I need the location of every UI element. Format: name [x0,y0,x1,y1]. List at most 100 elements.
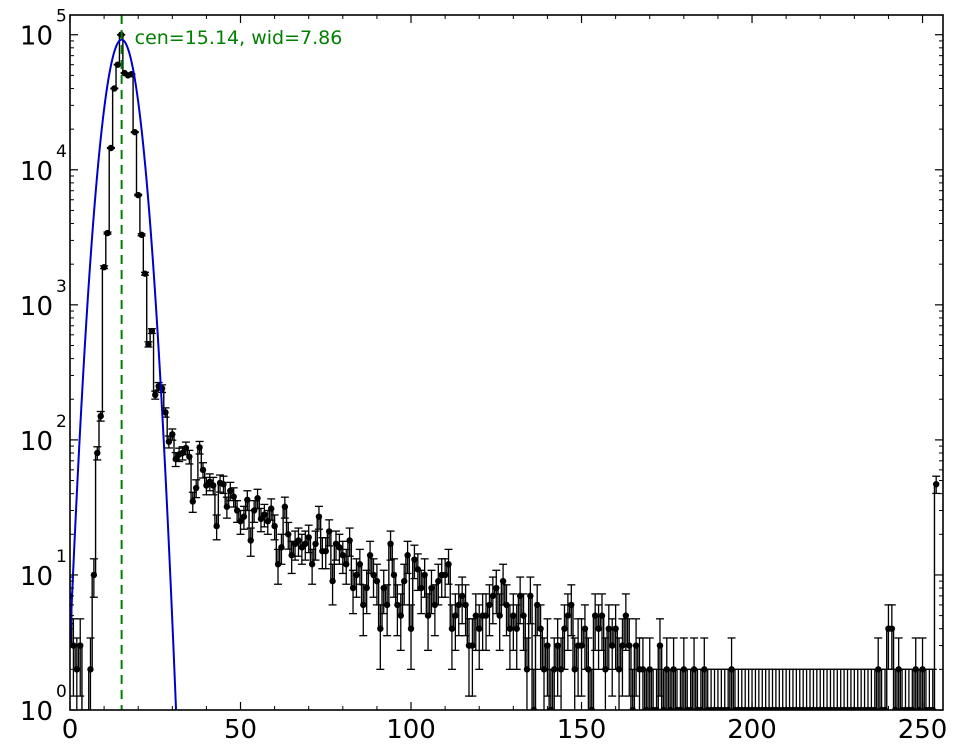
data-point [476,625,483,632]
data-point [312,540,319,548]
data-point [288,552,295,559]
data-point [366,552,374,559]
data-layer [70,15,941,710]
data-point [278,544,285,551]
data-point [626,642,633,649]
gaussian-fit-curve [70,38,178,710]
data-point [182,444,190,452]
data-point [605,625,613,632]
y-tick-label-exponent: 4 [56,142,67,162]
data-point [107,144,115,152]
data-point [591,612,599,619]
data-point [135,191,142,199]
data-point [240,513,248,520]
data-point [564,612,572,619]
fit-annotation: cen=15.14, wid=7.86 [135,27,343,49]
data-point [261,511,268,518]
data-point [281,503,289,510]
data-point [230,493,237,500]
data-point [390,571,398,579]
data-point [189,498,196,505]
data-point [510,612,517,619]
data-point [383,601,391,609]
y-tick-label-base: 10 [20,292,53,322]
data-point [551,666,558,673]
data-point [888,625,896,632]
data-point [544,642,551,649]
data-point [196,444,203,451]
y-tick-label-exponent: 1 [56,547,67,567]
data-point [598,612,606,619]
x-tick-label: 100 [386,715,436,745]
data-point [472,612,480,619]
x-tick-label: 0 [62,715,79,745]
data-point [302,540,309,548]
data-point [339,552,347,559]
data-point [325,528,333,535]
x-tick-label: 150 [557,715,607,745]
y-tick-label-base: 10 [20,427,53,457]
y-tick-label-exponent: 2 [56,412,67,432]
data-point [315,513,323,520]
data-point [387,540,394,548]
data-point [373,577,381,585]
data-point [397,612,404,619]
data-point [595,625,602,632]
data-point [353,571,360,579]
y-tick-label-base: 10 [20,562,53,592]
data-point [100,263,108,271]
data-point [520,612,527,619]
data-point [131,128,138,136]
plot-frame [69,14,944,711]
data-point [77,642,84,649]
data-point [343,561,350,568]
data-point [462,601,469,609]
data-point [213,522,220,530]
data-point [435,577,442,585]
y-tick-label-exponent: 0 [56,682,67,702]
data-point [162,409,169,416]
data-point [165,438,173,445]
data-point [244,496,251,504]
data-point [513,625,520,632]
y-tick-label-exponent: 5 [56,7,67,27]
data-point [257,515,265,523]
data-point [360,601,367,609]
data-point [192,484,200,492]
data-point [349,584,357,592]
data-point [428,584,435,592]
data-point [356,561,364,568]
data-point [411,556,418,563]
y-tick-label-base: 10 [20,697,53,727]
data-point [414,566,422,573]
data-point [267,505,275,512]
data-point [445,561,452,568]
y-tick-label-base: 10 [20,22,53,52]
data-point [308,561,316,568]
data-point [141,270,149,277]
data-point [220,480,227,488]
data-point [380,584,387,592]
data-point [486,601,493,609]
data-point [329,577,336,585]
data-point [186,453,193,460]
data-point [527,592,534,600]
data-point [612,625,619,632]
data-point [540,666,548,673]
x-tick-label: 250 [898,715,948,745]
data-point [537,625,544,632]
data-point [111,85,118,92]
data-point [73,666,81,673]
data-point [469,642,476,649]
data-point [418,584,425,592]
data-point [285,531,292,538]
data-point [421,571,428,579]
x-tick-label: 50 [224,715,257,745]
data-point [656,642,664,649]
data-point [455,601,462,609]
data-point [152,391,159,399]
data-point [561,625,568,632]
data-point [632,642,640,649]
data-point [609,642,616,649]
